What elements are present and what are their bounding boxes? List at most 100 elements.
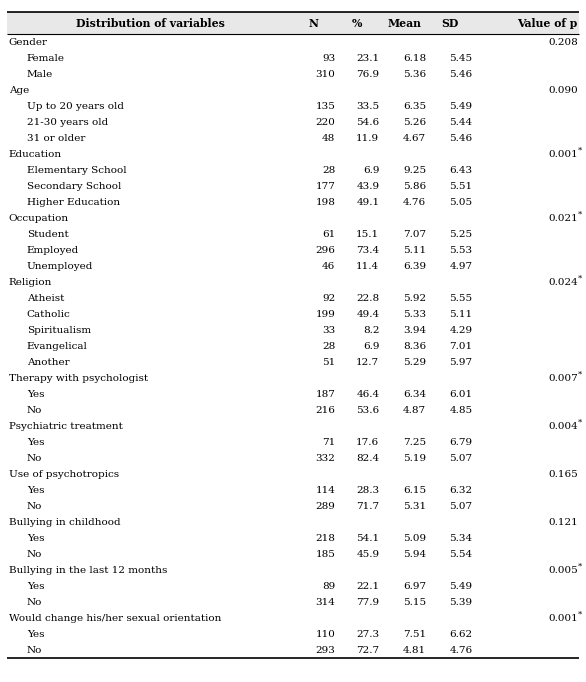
Text: 7.51: 7.51 xyxy=(403,629,426,639)
Text: 5.11: 5.11 xyxy=(403,246,426,255)
Text: Unemployed: Unemployed xyxy=(27,262,93,271)
Text: 6.9: 6.9 xyxy=(363,166,379,175)
Text: Employed: Employed xyxy=(27,246,79,255)
Text: 5.49: 5.49 xyxy=(449,102,472,110)
Text: 0.007: 0.007 xyxy=(548,374,578,383)
Text: Higher Education: Higher Education xyxy=(27,198,120,207)
Text: Spiritualism: Spiritualism xyxy=(27,326,91,335)
Text: 51: 51 xyxy=(322,358,335,367)
Text: Yes: Yes xyxy=(27,534,45,543)
Text: 7.25: 7.25 xyxy=(403,438,426,447)
Text: Yes: Yes xyxy=(27,629,45,639)
Text: 89: 89 xyxy=(322,582,335,591)
Text: 5.05: 5.05 xyxy=(449,198,472,207)
Text: 8.2: 8.2 xyxy=(363,326,379,335)
Text: *: * xyxy=(578,562,582,570)
Text: 6.97: 6.97 xyxy=(403,582,426,591)
Text: Yes: Yes xyxy=(27,438,45,447)
Text: 22.8: 22.8 xyxy=(356,294,379,303)
Text: 93: 93 xyxy=(322,54,335,63)
Text: 73.4: 73.4 xyxy=(356,246,379,255)
Text: Male: Male xyxy=(27,70,53,79)
Text: *: * xyxy=(578,274,582,282)
Text: 61: 61 xyxy=(322,230,335,239)
Text: No: No xyxy=(27,598,42,607)
Text: 82.4: 82.4 xyxy=(356,454,379,463)
Text: 45.9: 45.9 xyxy=(356,550,379,559)
Text: 28: 28 xyxy=(322,342,335,351)
Text: 5.33: 5.33 xyxy=(403,310,426,318)
Text: 5.39: 5.39 xyxy=(449,598,472,607)
Text: *: * xyxy=(578,210,582,218)
Text: 53.6: 53.6 xyxy=(356,406,379,415)
Text: 5.86: 5.86 xyxy=(403,182,426,191)
Text: 5.36: 5.36 xyxy=(403,70,426,79)
Text: 17.6: 17.6 xyxy=(356,438,379,447)
Text: 216: 216 xyxy=(315,406,335,415)
Text: Another: Another xyxy=(27,358,69,367)
Text: 6.43: 6.43 xyxy=(449,166,472,175)
Text: 0.004: 0.004 xyxy=(548,421,578,431)
Text: 28: 28 xyxy=(322,166,335,175)
Text: 0.001: 0.001 xyxy=(548,614,578,623)
Text: 21-30 years old: 21-30 years old xyxy=(27,118,108,127)
Text: 0.024: 0.024 xyxy=(548,278,578,286)
Text: 5.54: 5.54 xyxy=(449,550,472,559)
Text: 5.51: 5.51 xyxy=(449,182,472,191)
Text: 293: 293 xyxy=(315,646,335,655)
Text: N: N xyxy=(308,18,318,29)
Text: 220: 220 xyxy=(315,118,335,127)
Text: 199: 199 xyxy=(315,310,335,318)
Text: 5.29: 5.29 xyxy=(403,358,426,367)
Text: Age: Age xyxy=(9,86,29,95)
Text: 8.36: 8.36 xyxy=(403,342,426,351)
Text: Value of p: Value of p xyxy=(517,18,578,29)
Text: 185: 185 xyxy=(315,550,335,559)
Text: 187: 187 xyxy=(315,390,335,399)
Text: 6.32: 6.32 xyxy=(449,486,472,494)
Text: 4.85: 4.85 xyxy=(449,406,472,415)
Text: Yes: Yes xyxy=(27,582,45,591)
Text: 15.1: 15.1 xyxy=(356,230,379,239)
Text: 5.94: 5.94 xyxy=(403,550,426,559)
Text: 6.39: 6.39 xyxy=(403,262,426,271)
Text: 76.9: 76.9 xyxy=(356,70,379,79)
Text: 5.92: 5.92 xyxy=(403,294,426,303)
Text: 49.1: 49.1 xyxy=(356,198,379,207)
Text: 332: 332 xyxy=(315,454,335,463)
Text: Yes: Yes xyxy=(27,486,45,494)
Text: 4.67: 4.67 xyxy=(403,134,426,143)
Text: 48: 48 xyxy=(322,134,335,143)
Text: 4.81: 4.81 xyxy=(403,646,426,655)
Text: Elementary School: Elementary School xyxy=(27,166,127,175)
Text: 0.001: 0.001 xyxy=(548,150,578,159)
Text: 5.11: 5.11 xyxy=(449,310,472,318)
Text: 296: 296 xyxy=(315,246,335,255)
Text: 33: 33 xyxy=(322,326,335,335)
Text: 54.6: 54.6 xyxy=(356,118,379,127)
Text: Evangelical: Evangelical xyxy=(27,342,88,351)
Text: 0.121: 0.121 xyxy=(548,518,578,527)
Text: 5.25: 5.25 xyxy=(449,230,472,239)
Text: Psychiatric treatment: Psychiatric treatment xyxy=(9,421,122,431)
Text: 4.76: 4.76 xyxy=(403,198,426,207)
Bar xyxy=(7,12,579,34)
Text: 0.165: 0.165 xyxy=(548,470,578,479)
Text: 7.01: 7.01 xyxy=(449,342,472,351)
Text: 54.1: 54.1 xyxy=(356,534,379,543)
Text: Would change his/her sexual orientation: Would change his/her sexual orientation xyxy=(9,614,221,623)
Text: 5.31: 5.31 xyxy=(403,502,426,511)
Text: 46.4: 46.4 xyxy=(356,390,379,399)
Text: 5.07: 5.07 xyxy=(449,502,472,511)
Text: 49.4: 49.4 xyxy=(356,310,379,318)
Text: 9.25: 9.25 xyxy=(403,166,426,175)
Text: 5.46: 5.46 xyxy=(449,134,472,143)
Text: 310: 310 xyxy=(315,70,335,79)
Text: 5.55: 5.55 xyxy=(449,294,472,303)
Text: 0.005: 0.005 xyxy=(548,566,578,575)
Text: 0.021: 0.021 xyxy=(548,213,578,223)
Text: Up to 20 years old: Up to 20 years old xyxy=(27,102,124,110)
Text: *: * xyxy=(578,146,582,154)
Text: 71.7: 71.7 xyxy=(356,502,379,511)
Text: No: No xyxy=(27,550,42,559)
